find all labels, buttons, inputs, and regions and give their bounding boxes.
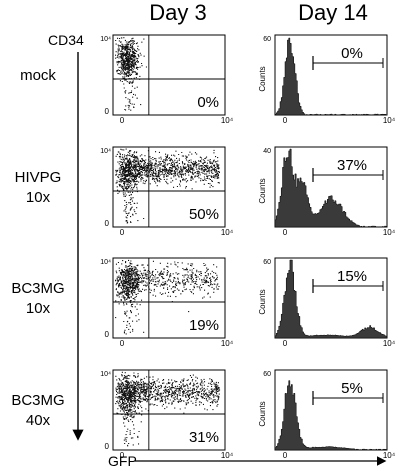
histogram-ymax: 60 — [263, 371, 271, 378]
histogram-percent: 5% — [341, 380, 363, 397]
scatter-dots — [115, 371, 221, 447]
scatter-x-tick-end: 10⁴ — [221, 451, 234, 460]
day3-header: Day 3 — [149, 0, 206, 25]
histogram-ylabel: Counts — [258, 178, 267, 203]
row-label-2-1: 10x — [26, 300, 51, 317]
histogram-area — [274, 259, 388, 339]
row-label-3-0: BC3MG — [11, 392, 64, 409]
histogram-panel-2: 15% 60 Counts 0 10⁴ — [258, 257, 396, 348]
scatter-dots — [115, 259, 220, 335]
histogram-ymax: 60 — [263, 259, 271, 266]
histogram-percent: 37% — [337, 157, 367, 174]
histogram-percent: 0% — [341, 45, 363, 62]
scatter-y-tick-start: 0 — [105, 107, 110, 116]
histogram-ylabel: Counts — [258, 289, 267, 314]
histogram-x-tick-start: 0 — [283, 228, 288, 237]
scatter-y-tick: 10⁴ — [100, 259, 111, 266]
scatter-percent: 50% — [189, 206, 219, 223]
day14-header: Day 14 — [298, 0, 368, 25]
scatter-dots — [115, 148, 220, 224]
scatter-x-tick-start: 0 — [120, 451, 125, 460]
histogram-panel-3: 5% 60 Counts 0 10⁴ — [258, 369, 396, 460]
scatter-x-tick-end: 10⁴ — [221, 116, 234, 125]
histogram-x-tick-start: 0 — [283, 339, 288, 348]
histogram-area — [274, 148, 388, 228]
histogram-area — [274, 37, 388, 116]
row-label-3-1: 40x — [26, 412, 51, 429]
histogram-x-tick-end: 10⁴ — [383, 228, 396, 237]
scatter-percent: 0% — [197, 94, 219, 111]
scatter-panel-3: 31% 0 10⁴ 10⁴ 0 — [100, 369, 234, 460]
scatter-y-tick: 10⁴ — [100, 148, 111, 155]
scatter-y-tick-start: 0 — [105, 219, 110, 228]
row-label-1-1: 10x — [26, 189, 51, 206]
scatter-y-tick: 10⁴ — [100, 36, 111, 43]
scatter-x-tick-start: 0 — [120, 339, 125, 348]
row-label-2-0: BC3MG — [11, 280, 64, 297]
scatter-y-tick-start: 0 — [105, 442, 110, 451]
row-label-0-0: mock — [20, 67, 56, 84]
scatter-y-tick-start: 0 — [105, 330, 110, 339]
gfp-label: GFP — [108, 453, 137, 469]
scatter-panel-0: 0% 0 10⁴ 10⁴ 0 — [100, 34, 234, 125]
histogram-x-tick-end: 10⁴ — [383, 116, 396, 125]
scatter-x-tick-start: 0 — [120, 228, 125, 237]
scatter-panel-1: 50% 0 10⁴ 10⁴ 0 — [100, 146, 234, 237]
cd34-label: CD34 — [48, 32, 84, 48]
histogram-panel-1: 37% 40 Counts 0 10⁴ — [258, 146, 396, 237]
histogram-ylabel: Counts — [258, 66, 267, 91]
histogram-ylabel: Counts — [258, 401, 267, 426]
scatter-percent: 31% — [189, 429, 219, 446]
histogram-x-tick-end: 10⁴ — [383, 451, 396, 460]
scatter-x-tick-end: 10⁴ — [221, 228, 234, 237]
scatter-x-tick-end: 10⁴ — [221, 339, 234, 348]
scatter-dots — [115, 37, 147, 111]
histogram-x-tick-start: 0 — [283, 116, 288, 125]
histogram-x-tick-end: 10⁴ — [383, 339, 396, 348]
scatter-panel-2: 19% 0 10⁴ 10⁴ 0 — [100, 257, 234, 348]
histogram-x-tick-start: 0 — [283, 451, 288, 460]
histogram-area — [274, 380, 388, 451]
histogram-panel-0: 0% 60 Counts 0 10⁴ — [258, 34, 396, 125]
scatter-percent: 19% — [189, 317, 219, 334]
scatter-x-tick-start: 0 — [120, 116, 125, 125]
histogram-percent: 15% — [337, 268, 367, 285]
row-label-1-0: HIVPG — [15, 169, 62, 186]
scatter-y-tick: 10⁴ — [100, 371, 111, 378]
histogram-ymax: 40 — [263, 148, 271, 155]
histogram-ymax: 60 — [263, 36, 271, 43]
